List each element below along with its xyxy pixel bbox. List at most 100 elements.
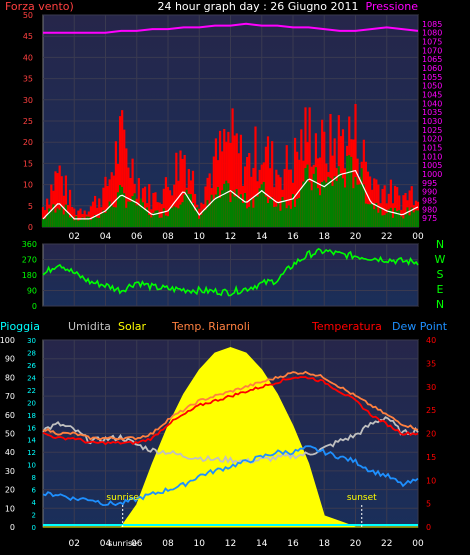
rain-tick-label: 16 xyxy=(27,424,36,432)
y-tick-label-left: 45 xyxy=(23,32,33,41)
y-tick-label-left: 20 xyxy=(23,138,33,147)
temperature-tick-label: 35 xyxy=(426,359,436,368)
rain-tick-label: 0 xyxy=(32,524,36,532)
temperature-tick-label: 20 xyxy=(426,430,436,439)
pressure-line xyxy=(43,22,419,34)
y-tick-label-right: 1045 xyxy=(422,91,442,100)
direction-tick-label: 180 xyxy=(22,271,37,280)
y-tick-label-right: 1000 xyxy=(422,170,442,179)
x-tick-label: 20 xyxy=(350,232,362,242)
rain-tick-label: 8 xyxy=(32,474,36,482)
y-tick-label-right: 1055 xyxy=(422,73,442,82)
y-tick-label-right: 1015 xyxy=(422,144,442,153)
humidity-tick-label: 100 xyxy=(0,336,15,345)
x-tick-label: 18 xyxy=(319,232,331,242)
chart-title: 24 hour graph day : 26 Giugno 2011 xyxy=(157,0,358,13)
x-tick-label: 12 xyxy=(225,539,236,549)
rain-tick-label: 4 xyxy=(32,499,37,507)
y-tick-label-right: 1075 xyxy=(422,38,442,47)
humidity-tick-label: 30 xyxy=(5,467,15,476)
x-tick-label: 10 xyxy=(194,539,206,549)
x-tick-label: 02 xyxy=(69,232,80,242)
solar-area xyxy=(43,346,418,528)
x-tick-label: 12 xyxy=(225,232,236,242)
temperature-tick-label: 0 xyxy=(426,523,431,532)
legend-dewpoint: Dew Point xyxy=(392,320,448,333)
legend-pioggia: Pioggia xyxy=(0,320,40,333)
rain-tick-label: 24 xyxy=(27,374,36,382)
temperature-tick-label: 30 xyxy=(426,383,436,392)
sunrise-axis-label: sunrise xyxy=(108,539,137,548)
y-tick-label-left: 0 xyxy=(28,223,33,232)
compass-label: N xyxy=(436,238,444,251)
x-tick-label: 08 xyxy=(162,232,174,242)
x-tick-label: 18 xyxy=(319,539,331,549)
y-tick-label-right: 1025 xyxy=(422,126,442,135)
x-tick-label: 06 xyxy=(131,232,143,242)
humidity-tick-label: 70 xyxy=(5,392,15,401)
compass-label: E xyxy=(437,283,444,296)
x-tick-label: 14 xyxy=(256,539,268,549)
x-tick-label: 04 xyxy=(100,232,112,242)
rain-tick-label: 14 xyxy=(27,437,36,445)
y-tick-label-left: 15 xyxy=(23,159,33,168)
y-tick-label-right: 990 xyxy=(422,188,437,197)
y-tick-label-right: 1005 xyxy=(422,161,442,170)
humidity-tick-label: 40 xyxy=(5,448,15,457)
legend-riarnoli: Temp. Riarnoli xyxy=(171,320,250,333)
y-tick-label-right: 1030 xyxy=(422,117,442,126)
humidity-tick-label: 10 xyxy=(5,504,15,513)
humidity-tick-label: 80 xyxy=(5,373,15,382)
rain-tick-label: 10 xyxy=(27,462,36,470)
y-tick-label-left: 50 xyxy=(23,11,33,20)
legend-solar: Solar xyxy=(118,320,147,333)
humidity-tick-label: 50 xyxy=(5,430,15,439)
compass-label: N xyxy=(436,298,444,311)
humidity-tick-label: 0 xyxy=(10,523,15,532)
x-tick-label: 04 xyxy=(100,539,112,549)
y-tick-label-right: 975 xyxy=(422,214,437,223)
rain-tick-label: 12 xyxy=(27,449,36,457)
rain-tick-label: 18 xyxy=(27,412,36,420)
riarnoli-line xyxy=(42,370,419,441)
y-tick-label-left: 10 xyxy=(23,181,33,190)
legend-temperatura: Temperatura xyxy=(311,320,382,333)
rain-tick-label: 20 xyxy=(27,399,36,407)
y-tick-label-right: 1050 xyxy=(422,82,442,91)
sunset-label: sunset xyxy=(347,493,377,503)
temperature-tick-label: 10 xyxy=(426,476,436,485)
y-tick-label-right: 1080 xyxy=(422,29,442,38)
rain-tick-label: 30 xyxy=(27,337,36,345)
x-tick-label: 14 xyxy=(256,232,268,242)
temperature-tick-label: 40 xyxy=(426,336,436,345)
rain-tick-label: 6 xyxy=(32,487,37,495)
x-tick-label: 22 xyxy=(381,232,392,242)
y-tick-label-right: 1070 xyxy=(422,46,442,55)
rain-tick-label: 28 xyxy=(27,349,36,357)
y-tick-label-left: 5 xyxy=(28,202,33,211)
dewpoint-line xyxy=(42,445,419,507)
x-tick-label: 00 xyxy=(412,539,424,549)
legend-umidita: Umidita xyxy=(68,320,111,333)
y-tick-label-right: 1060 xyxy=(422,64,442,73)
temperature-tick-label: 5 xyxy=(426,500,431,509)
humidity-tick-label: 90 xyxy=(5,355,15,364)
x-tick-label: 16 xyxy=(287,232,299,242)
humidity-tick-label: 20 xyxy=(5,486,15,495)
x-tick-label: 10 xyxy=(194,232,206,242)
x-tick-label: 20 xyxy=(350,539,362,549)
x-tick-label: 16 xyxy=(287,539,299,549)
x-tick-label: 02 xyxy=(69,539,80,549)
y-tick-label-right: 1010 xyxy=(422,152,442,161)
wind-axis-label: Forza vento) xyxy=(5,0,74,13)
sunrise-label: sunrise xyxy=(106,493,139,503)
y-tick-label-left: 25 xyxy=(23,117,33,126)
y-tick-label-left: 30 xyxy=(23,96,33,105)
y-tick-label-right: 1035 xyxy=(422,108,442,117)
y-tick-label-right: 1065 xyxy=(422,55,442,64)
compass-label: W xyxy=(435,253,446,266)
rain-tick-label: 26 xyxy=(27,362,36,370)
x-tick-label: 06 xyxy=(131,539,143,549)
direction-tick-label: 0 xyxy=(32,302,37,311)
